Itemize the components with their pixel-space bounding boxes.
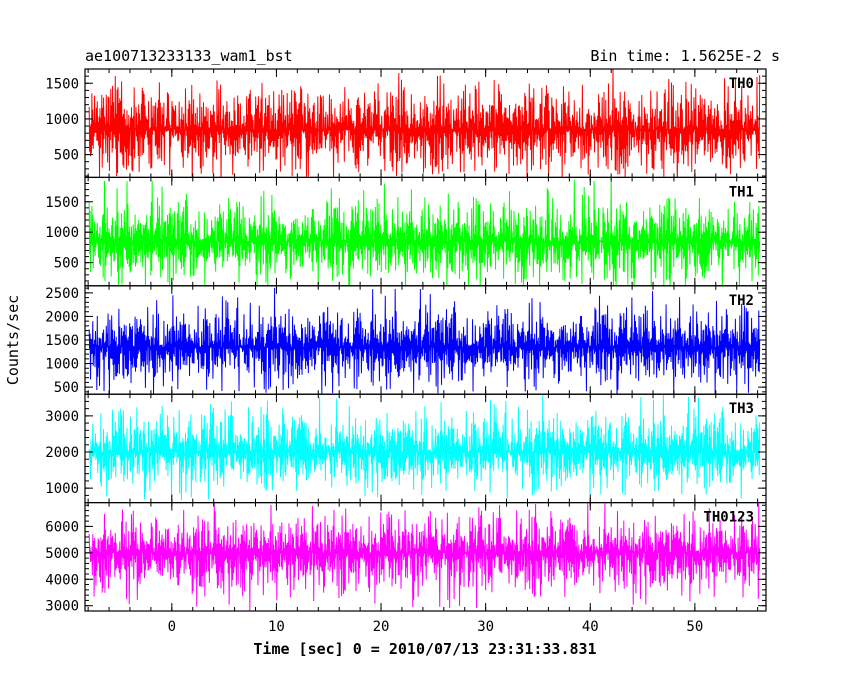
panel-frame (84, 502, 767, 612)
panel-label: TH3 (729, 401, 754, 417)
y-tick-label: 2000 (45, 309, 79, 325)
y-tick-label: 5000 (45, 546, 79, 562)
y-tick-label: 1500 (45, 195, 79, 211)
y-tick-label: 1500 (45, 333, 79, 349)
panel-th2: 500 1000 1500 2000 2500 TH2 (45, 285, 767, 396)
y-tick-label: 4000 (45, 572, 79, 588)
chart-title-left: ae100713233133_wam1_bst (85, 47, 293, 65)
panel-label: TH2 (729, 293, 754, 309)
series-trace-th0123 (88, 502, 761, 612)
y-tick-label: 1000 (45, 357, 79, 373)
x-tick-label: 30 (477, 619, 494, 635)
x-tick-label: 50 (686, 619, 703, 635)
y-tick-label: 1000 (45, 112, 79, 128)
y-tick-label: 2500 (45, 286, 79, 302)
y-tick-label: 3000 (45, 409, 79, 425)
series-trace-th0 (88, 69, 761, 178)
y-tick-label: 2000 (45, 445, 79, 461)
panel-th0: 500 1000 1500 TH0 (45, 68, 767, 179)
panel-label: TH0 (729, 76, 754, 92)
y-tick-label: 500 (54, 148, 79, 164)
x-tick-label: 0 (168, 619, 176, 635)
y-tick-label: 500 (54, 256, 79, 272)
x-axis-label: Time [sec] 0 = 2010/07/13 23:31:33.831 (253, 640, 596, 658)
panel-th1: 500 1000 1500 TH1 (45, 176, 767, 287)
series-trace-th1 (88, 177, 761, 286)
y-tick-label: 500 (54, 380, 79, 396)
y-axis-label: Counts/sec (4, 295, 22, 385)
series-trace-th3 (88, 394, 761, 501)
y-tick-label: 1000 (45, 225, 79, 241)
x-tick-label: 10 (268, 619, 285, 635)
x-tick-label: 20 (373, 619, 390, 635)
panel-label: TH1 (729, 184, 754, 200)
panel-th0123: 3000 4000 5000 6000 TH0123 0 10 20 30 40 50 (45, 502, 767, 635)
panel-th3: 1000 2000 3000 TH3 (45, 393, 767, 504)
x-tick-label: 40 (582, 619, 599, 635)
series-trace-th2 (88, 287, 761, 395)
panel-label: TH0123 (703, 510, 754, 526)
y-tick-label: 1000 (45, 481, 79, 497)
chart-title-right: Bin time: 1.5625E-2 s (590, 47, 780, 65)
y-tick-label: 3000 (45, 599, 79, 615)
y-tick-label: 6000 (45, 519, 79, 535)
y-tick-label: 1500 (45, 76, 79, 92)
